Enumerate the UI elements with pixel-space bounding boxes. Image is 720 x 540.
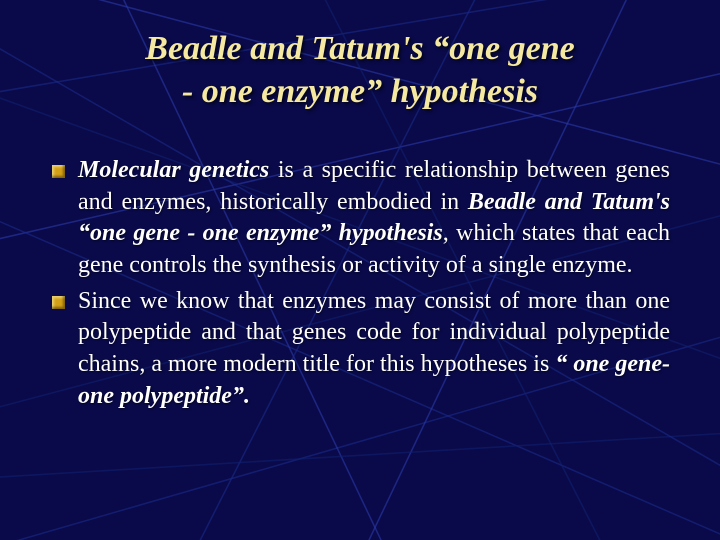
title-line-1: Beadle and Tatum's “one gene (145, 30, 574, 67)
slide-title: Beadle and Tatum's “one gene - one enzym… (50, 28, 670, 113)
title-line-2: - one enzyme” hypothesis (182, 73, 538, 110)
text-segment: Molecular genetics (78, 157, 269, 183)
slide-content: Beadle and Tatum's “one gene - one enzym… (0, 0, 720, 456)
bullet-item: Since we know that enzymes may consist o… (50, 286, 670, 413)
bullet-item: Molecular genetics is a specific relatio… (50, 155, 670, 282)
bullet-list: Molecular genetics is a specific relatio… (50, 155, 670, 412)
